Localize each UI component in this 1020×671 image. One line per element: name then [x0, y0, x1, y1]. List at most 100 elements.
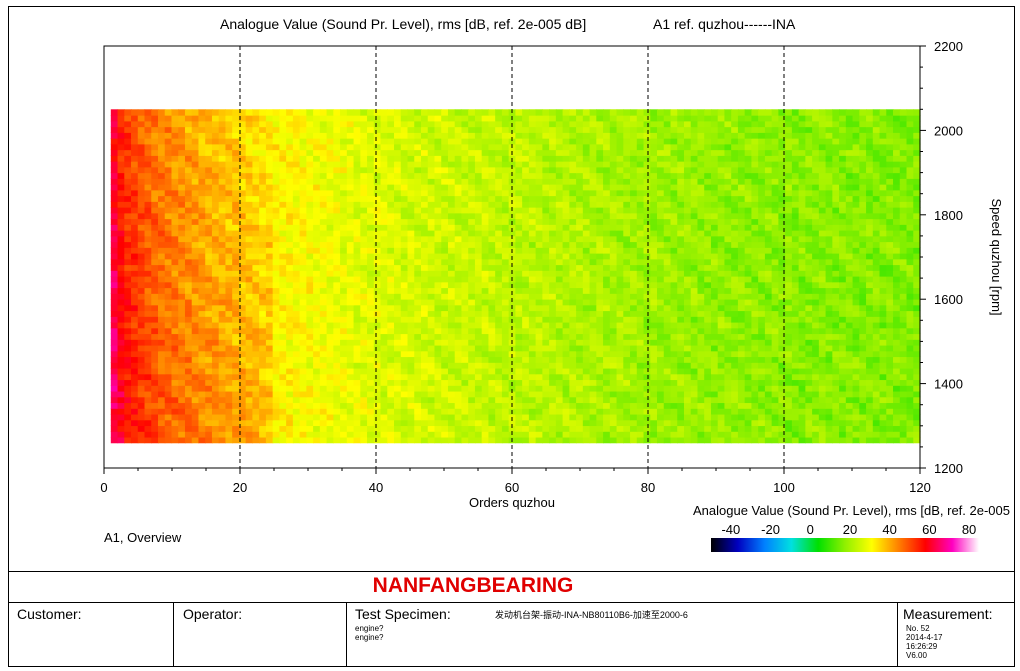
heat-cell: [306, 270, 314, 277]
heat-cell: [373, 287, 382, 294]
heat-cell: [879, 241, 887, 248]
heat-cell: [576, 379, 584, 386]
heat-cell: [710, 224, 719, 231]
heat-cell: [906, 402, 914, 409]
heat-cell: [414, 264, 422, 271]
heat-cell: [232, 298, 240, 306]
heat-cell: [535, 379, 543, 386]
heat-cell: [785, 413, 793, 421]
heat-cell: [636, 356, 645, 363]
heat-cell: [434, 436, 442, 444]
heat-cell: [710, 264, 719, 271]
heat-cell: [663, 281, 672, 289]
heat-cell: [380, 224, 388, 231]
heat-cell: [488, 230, 496, 237]
heat-cell: [886, 298, 894, 306]
heat-cell: [778, 207, 786, 214]
heat-cell: [313, 373, 321, 381]
heat-cell: [279, 310, 287, 317]
heat-cell: [292, 436, 301, 444]
heat-cell: [535, 264, 543, 271]
heat-cell: [791, 247, 800, 254]
heat-cell: [110, 408, 119, 415]
heat-cell: [124, 396, 132, 404]
heat-cell: [535, 344, 543, 352]
heat-cell: [124, 402, 132, 409]
heat-cell: [515, 402, 523, 409]
heat-cell: [589, 293, 597, 300]
heat-cell: [717, 241, 726, 248]
heat-cell: [764, 230, 773, 237]
heat-cell: [272, 235, 280, 243]
heat-cell: [832, 367, 840, 375]
heat-cell: [542, 316, 550, 323]
heat-cell: [164, 304, 173, 312]
heat-cell: [158, 356, 166, 363]
heat-cell: [151, 327, 159, 335]
heat-cell: [238, 316, 247, 323]
heat-cell: [569, 321, 577, 329]
heat-cell: [515, 436, 523, 444]
heat-cell: [211, 362, 220, 369]
heat-cell: [690, 270, 699, 277]
heat-cell: [913, 293, 921, 300]
heat-cell: [117, 350, 125, 358]
heat-cell: [488, 281, 496, 289]
heat-cell: [225, 339, 233, 346]
heat-cell: [562, 339, 570, 346]
heat-cell: [495, 247, 503, 254]
heat-cell: [380, 431, 388, 438]
heat-cell: [501, 287, 510, 294]
heat-cell: [265, 270, 274, 277]
heat-cell: [812, 281, 820, 289]
heat-cell: [866, 298, 874, 306]
heat-cell: [360, 408, 368, 415]
heat-cell: [542, 333, 550, 340]
heat-cell: [549, 304, 557, 312]
heat-cell: [852, 402, 860, 409]
heat-cell: [238, 304, 247, 312]
heat-cell: [225, 207, 233, 214]
heat-cell: [481, 344, 490, 352]
heat-cell: [137, 275, 146, 283]
heat-cell: [899, 287, 908, 294]
heat-cell: [110, 310, 119, 317]
heat-cell: [306, 413, 314, 421]
heat-cell: [481, 379, 490, 386]
heat-cell: [367, 264, 375, 271]
heat-cell: [360, 298, 368, 306]
heat-cell: [218, 287, 227, 294]
heat-cell: [582, 402, 591, 409]
heat-cell: [771, 344, 779, 352]
heat-cell: [151, 436, 159, 444]
heat-cell: [758, 281, 766, 289]
heat-cell: [272, 362, 280, 369]
heat-cell: [252, 304, 260, 312]
heat-cell: [791, 344, 800, 352]
heat-cell: [906, 287, 914, 294]
heat-cell: [677, 327, 685, 335]
heat-cell: [333, 275, 341, 283]
heat-cell: [683, 212, 692, 220]
heat-cell: [596, 293, 604, 300]
heat-cell: [164, 207, 173, 214]
heat-cell: [879, 321, 887, 329]
heat-cell: [144, 321, 152, 329]
heat-cell: [623, 333, 631, 340]
heat-cell: [110, 264, 119, 271]
heat-cell: [697, 419, 705, 427]
heat-cell: [737, 316, 746, 323]
heat-cell: [184, 350, 193, 358]
heat-cell: [508, 362, 516, 369]
heat-cell: [333, 419, 341, 427]
heat-cell: [110, 419, 119, 427]
heat-cell: [839, 339, 847, 346]
heat-cell: [400, 275, 409, 283]
heat-cell: [272, 218, 280, 225]
heat-cell: [650, 436, 658, 444]
heat-cell: [535, 367, 543, 375]
heat-cell: [677, 304, 685, 312]
heat-cell: [279, 396, 287, 404]
heat-cell: [488, 339, 496, 346]
heat-cell: [346, 321, 355, 329]
